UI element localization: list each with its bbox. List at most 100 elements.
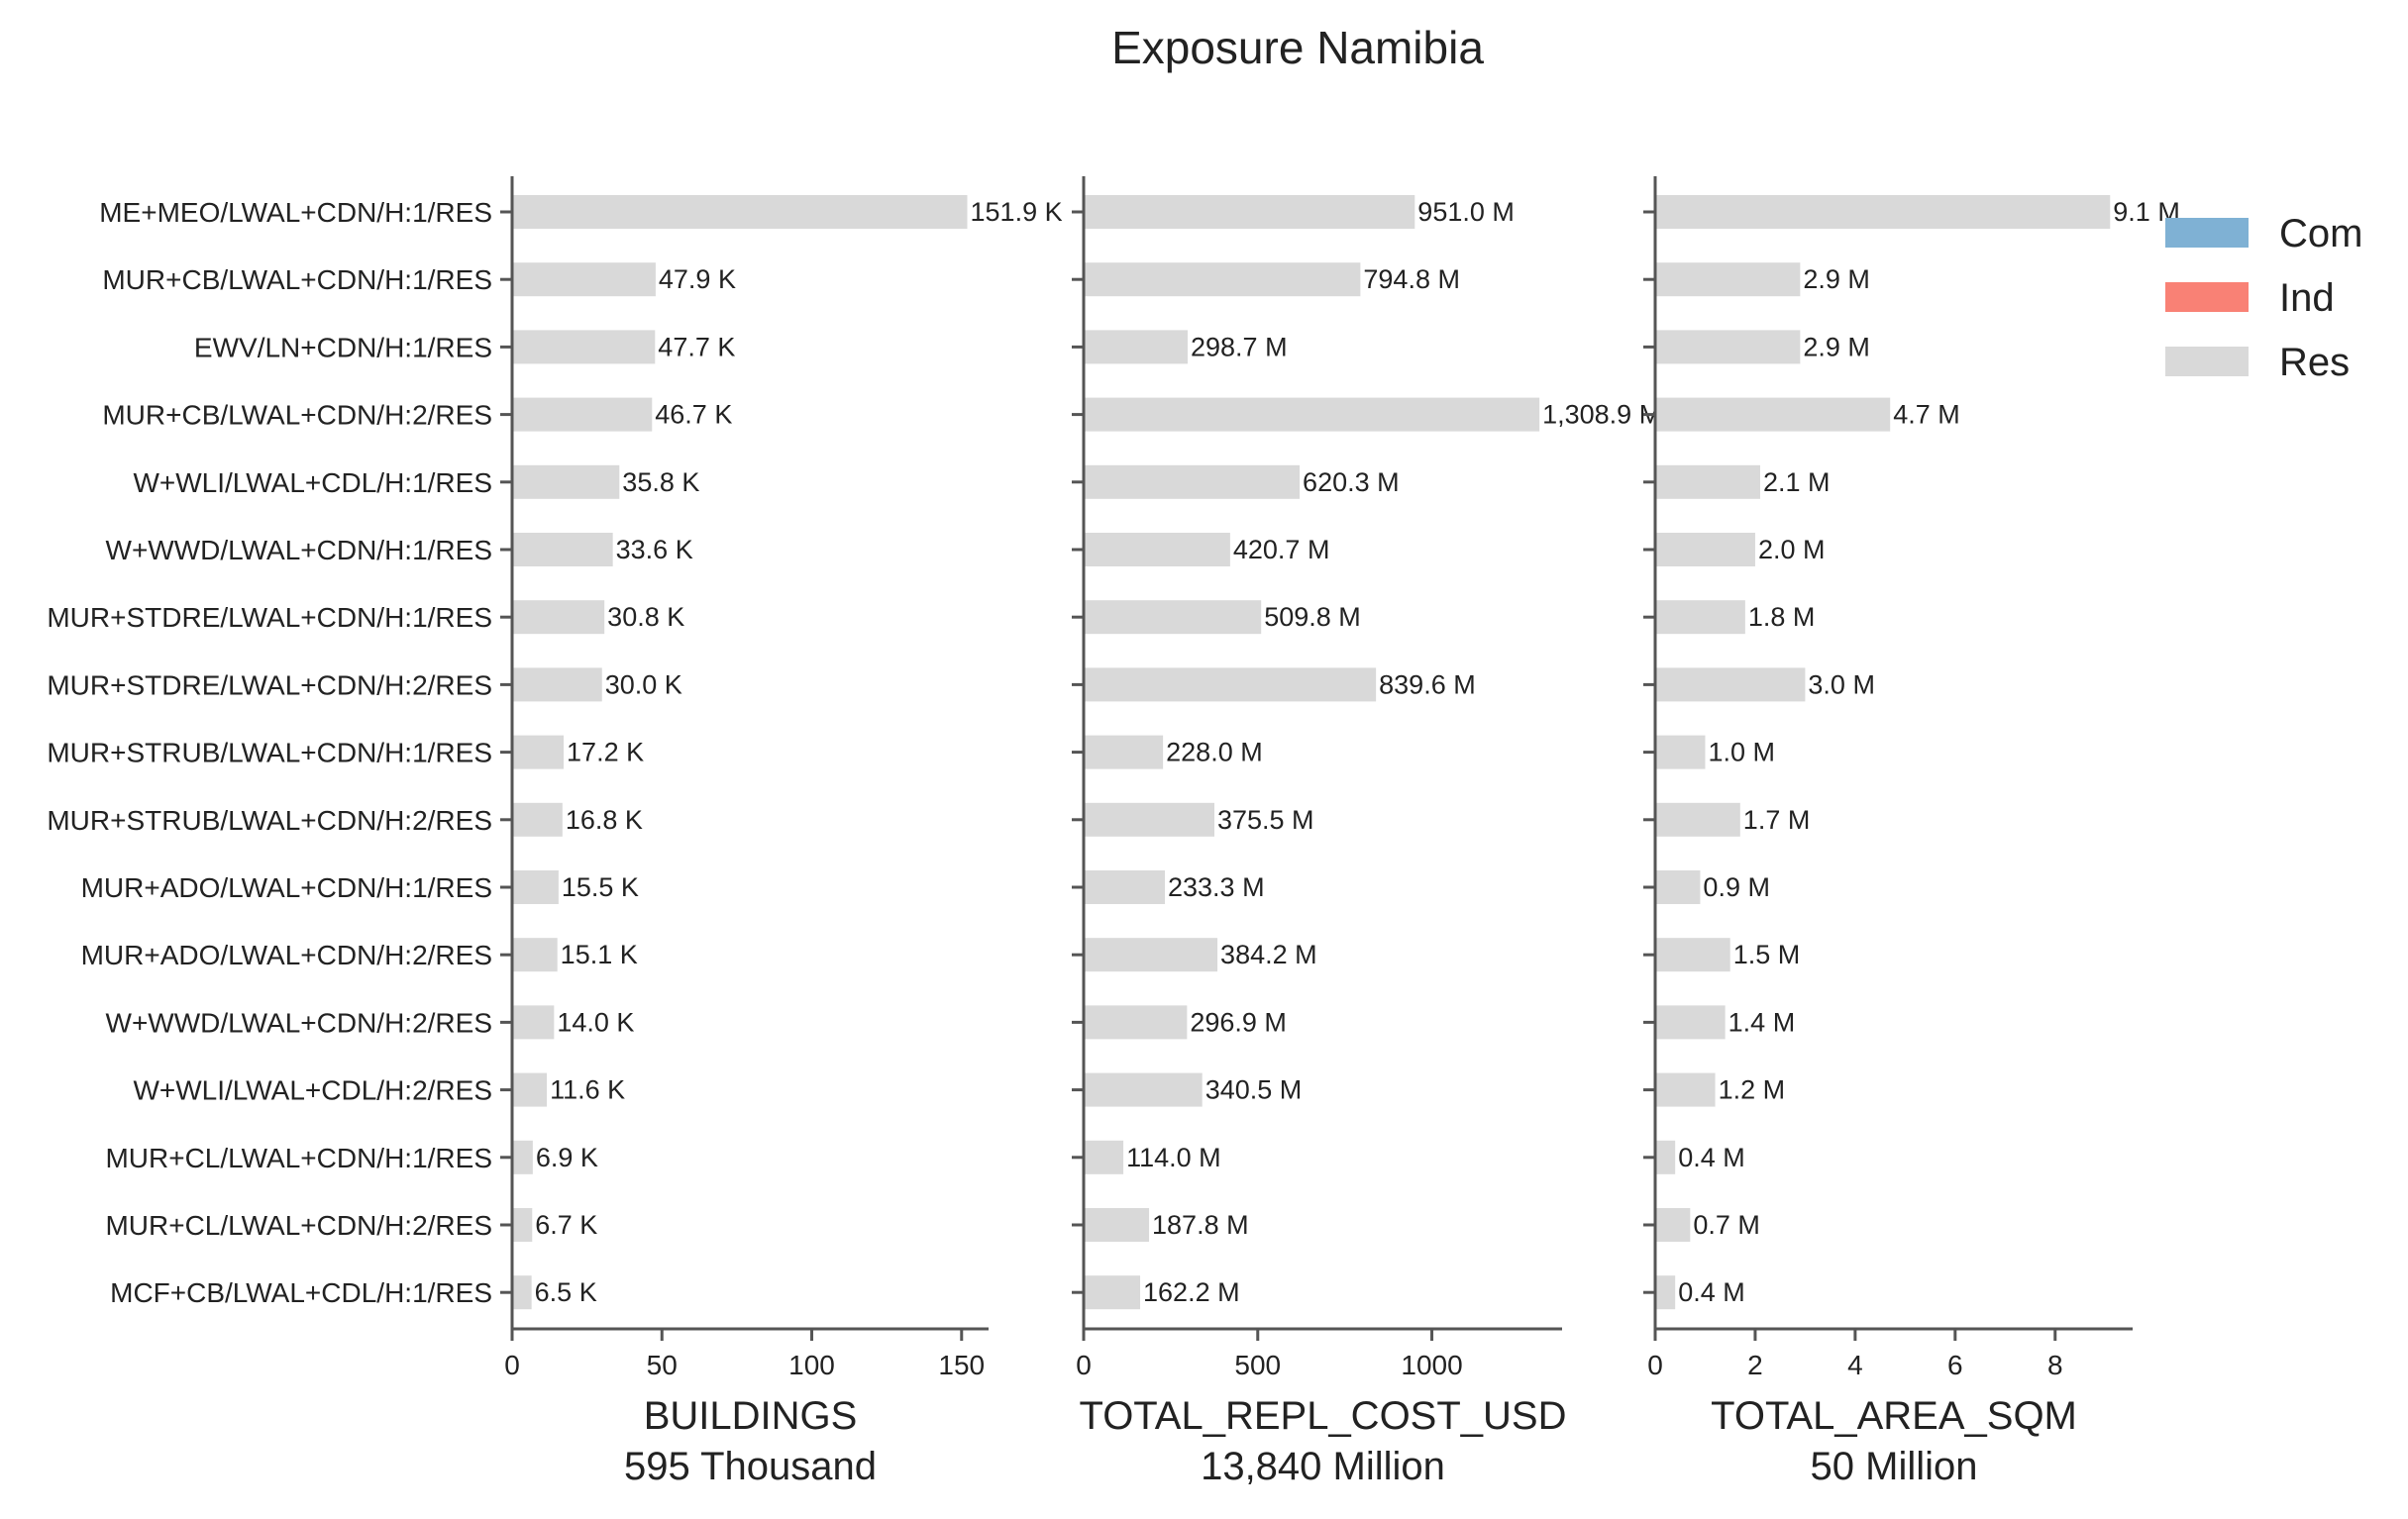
y-tick-label: MUR+ADO/LWAL+CDN/H:2/RES — [81, 940, 492, 970]
bar-value-label: 509.8 M — [1264, 602, 1361, 632]
bar-value-label: 2.1 M — [1763, 467, 1831, 497]
bar-value-label: 35.8 K — [622, 467, 699, 497]
bar-res-11 — [512, 870, 559, 904]
panel-2: 951.0 M 794.8 M 298.7 M 1,308.9 M 620.3 M 420… — [1072, 176, 1661, 1488]
y-tick-label: MCF+CB/LWAL+CDL/H:1/RES — [110, 1277, 492, 1308]
x-tick-label: 0 — [1647, 1350, 1663, 1380]
bar-res-1 — [1084, 195, 1415, 229]
bar-res-11 — [1084, 870, 1166, 904]
bar-value-label: 1.4 M — [1728, 1007, 1796, 1037]
bar-res-3 — [1084, 330, 1189, 364]
bar-value-label: 1.0 M — [1708, 738, 1775, 767]
bar-res-1 — [1655, 195, 2111, 229]
bar-value-label: 1.2 M — [1719, 1075, 1786, 1105]
bar-res-16 — [1655, 1208, 1691, 1242]
bar-res-2 — [1655, 262, 1801, 297]
bar-value-label: 2.0 M — [1758, 535, 1826, 564]
bar-value-label: 3.0 M — [1808, 669, 1875, 699]
bar-value-label: 33.6 K — [616, 535, 693, 564]
bar-res-11 — [1655, 870, 1701, 904]
y-tick-label: MUR+STRUB/LWAL+CDN/H:1/RES — [47, 738, 492, 768]
bar-res-16 — [512, 1208, 533, 1242]
bar-value-label: 620.3 M — [1303, 467, 1400, 497]
bar-value-label: 16.8 K — [566, 805, 643, 835]
bar-res-17 — [1084, 1275, 1141, 1310]
bar-value-label: 6.7 K — [535, 1210, 597, 1240]
bar-value-label: 15.5 K — [562, 872, 639, 902]
y-tick-label: MUR+CL/LWAL+CDN/H:2/RES — [105, 1210, 492, 1241]
y-tick-label: MUR+CB/LWAL+CDN/H:2/RES — [102, 400, 492, 431]
bar-res-2 — [1084, 262, 1361, 297]
bar-value-label: 1.7 M — [1743, 805, 1811, 835]
bar-res-13 — [512, 1005, 555, 1040]
bar-value-label: 0.4 M — [1678, 1143, 1745, 1172]
bar-res-14 — [512, 1072, 548, 1107]
bar-value-label: 384.2 M — [1220, 940, 1317, 969]
bar-res-10 — [512, 802, 563, 837]
bar-res-10 — [1655, 802, 1740, 837]
bar-value-label: 14.0 K — [557, 1007, 634, 1037]
bar-value-label: 298.7 M — [1191, 332, 1288, 361]
bar-res-5 — [512, 464, 620, 499]
bar-res-3 — [512, 330, 656, 364]
chart-title: Exposure Namibia — [1111, 22, 1484, 73]
bar-res-6 — [512, 533, 613, 566]
bar-res-4 — [1655, 397, 1891, 432]
bar-res-14 — [1084, 1072, 1203, 1107]
bar-res-9 — [1084, 735, 1164, 769]
y-tick-label: MUR+ADO/LWAL+CDN/H:1/RES — [81, 872, 492, 903]
bar-res-15 — [1084, 1140, 1124, 1174]
bar-value-label: 6.5 K — [535, 1277, 597, 1307]
bar-res-2 — [512, 262, 656, 297]
x-tick-label: 2 — [1747, 1350, 1763, 1380]
bar-value-label: 114.0 M — [1126, 1143, 1221, 1172]
bar-value-label: 228.0 M — [1166, 738, 1263, 767]
x-tick-label: 50 — [647, 1350, 678, 1380]
bar-value-label: 2.9 M — [1803, 332, 1870, 361]
x-tick-label: 4 — [1847, 1350, 1863, 1380]
bar-res-16 — [1084, 1208, 1150, 1242]
bar-res-15 — [512, 1140, 533, 1174]
bar-res-1 — [512, 195, 968, 229]
bar-res-7 — [1084, 600, 1262, 635]
bar-value-label: 794.8 M — [1363, 264, 1460, 294]
x-axis-title: TOTAL_AREA_SQM — [1711, 1394, 2077, 1438]
bar-value-label: 420.7 M — [1233, 535, 1330, 564]
y-tick-label: W+WLI/LWAL+CDL/H:2/RES — [133, 1075, 492, 1106]
bar-res-6 — [1084, 533, 1230, 566]
bar-value-label: 6.9 K — [536, 1143, 598, 1172]
x-tick-label: 0 — [1076, 1350, 1092, 1380]
x-tick-label: 150 — [938, 1350, 985, 1380]
bar-value-label: 1,308.9 M — [1542, 400, 1661, 430]
x-tick-label: 1000 — [1401, 1350, 1462, 1380]
bar-res-13 — [1655, 1005, 1726, 1040]
bar-value-label: 47.9 K — [659, 264, 736, 294]
bar-res-4 — [1084, 397, 1540, 432]
y-tick-label: MUR+STDRE/LWAL+CDN/H:1/RES — [47, 602, 492, 633]
legend-swatch-com — [2165, 218, 2249, 248]
bar-res-9 — [1655, 735, 1706, 769]
bar-res-14 — [1655, 1072, 1716, 1107]
bar-value-label: 4.7 M — [1893, 400, 1960, 430]
legend-label-com: Com — [2279, 212, 2362, 255]
bar-res-17 — [1655, 1275, 1676, 1310]
y-tick-label: MUR+STDRE/LWAL+CDN/H:2/RES — [47, 669, 492, 700]
legend: Com Ind Res — [2165, 212, 2362, 384]
bar-res-12 — [512, 938, 558, 972]
bar-value-label: 0.4 M — [1678, 1277, 1745, 1307]
bar-value-label: 340.5 M — [1205, 1075, 1303, 1105]
bar-res-15 — [1655, 1140, 1676, 1174]
bar-value-label: 951.0 M — [1417, 197, 1515, 227]
y-tick-label: MUR+CB/LWAL+CDN/H:1/RES — [102, 264, 492, 295]
bar-value-label: 1.8 M — [1748, 602, 1816, 632]
bar-value-label: 0.9 M — [1703, 872, 1770, 902]
bar-value-label: 151.9 K — [971, 197, 1063, 227]
legend-swatch-res — [2165, 347, 2249, 376]
y-tick-label: W+WWD/LWAL+CDN/H:2/RES — [106, 1007, 492, 1038]
bar-value-label: 47.7 K — [658, 332, 735, 361]
legend-label-ind: Ind — [2279, 276, 2335, 320]
bar-value-label: 375.5 M — [1217, 805, 1314, 835]
bar-value-label: 30.8 K — [607, 602, 684, 632]
bar-res-9 — [512, 735, 565, 769]
